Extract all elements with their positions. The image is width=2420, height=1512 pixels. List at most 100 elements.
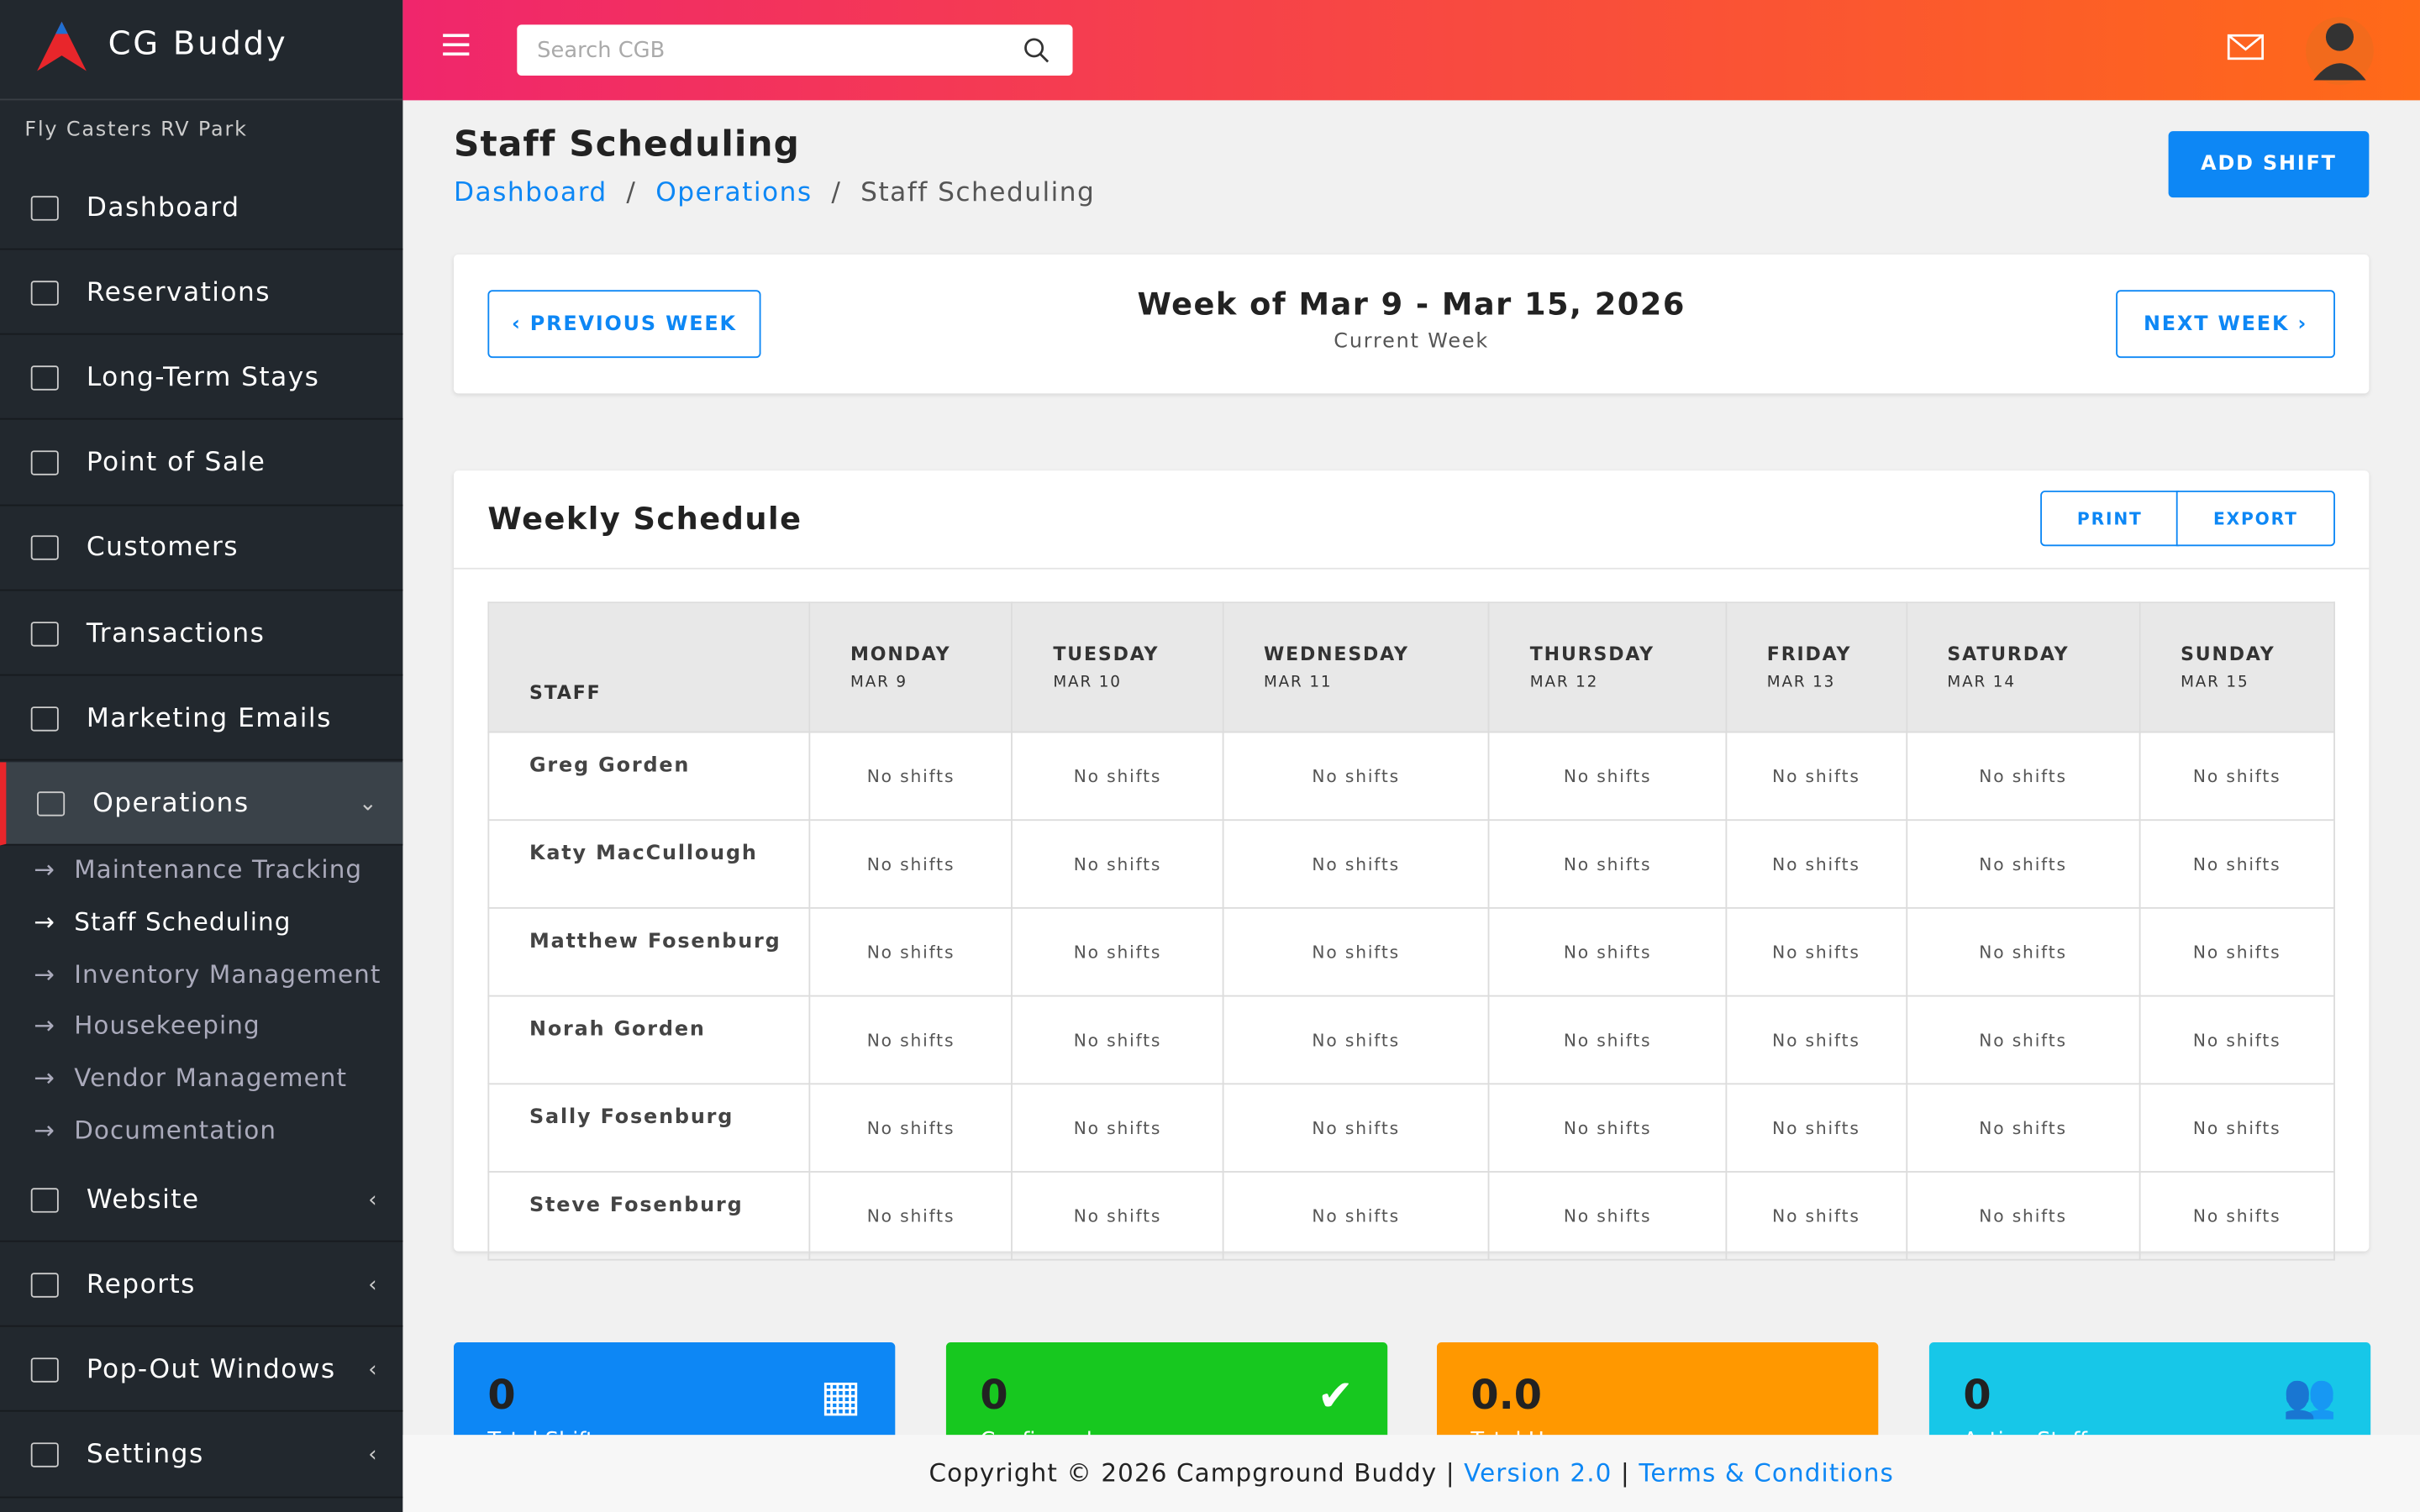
day-header: FRIDAY MAR 13 xyxy=(1725,601,1907,733)
shift-cell: No shifts xyxy=(2139,819,2335,909)
nav-label: Operations xyxy=(92,788,250,820)
nav-item[interactable]: Settings ‹ xyxy=(0,1415,403,1498)
shift-cell: No shifts xyxy=(1905,906,2141,997)
shift-cell: No shifts xyxy=(1222,906,1491,997)
submenu-label: Vendor Management xyxy=(74,1063,348,1093)
day-header: MONDAY MAR 9 xyxy=(808,601,1013,733)
nav-icon xyxy=(30,621,59,646)
nav-icon xyxy=(30,280,59,306)
breadcrumb-current: Staff Scheduling xyxy=(860,177,1096,208)
nav-item[interactable]: Point of Sale xyxy=(0,423,403,506)
shift-cell: No shifts xyxy=(1905,995,2141,1085)
nav-label: Reports xyxy=(86,1269,196,1300)
button-label: PREVIOUS WEEK xyxy=(529,312,737,336)
staff-name: Greg Gorden xyxy=(487,731,811,822)
nav-icon xyxy=(30,365,59,391)
shift-cell: No shifts xyxy=(1011,1083,1224,1173)
terms-link[interactable]: Terms & Conditions xyxy=(1639,1457,1894,1488)
breadcrumb-link[interactable]: Dashboard xyxy=(453,177,608,208)
nav-label: Customers xyxy=(86,533,239,564)
stat-value: 0.0 xyxy=(1470,1373,1543,1420)
shift-cell: No shifts xyxy=(1011,819,1224,909)
search-box[interactable]: Search CGB xyxy=(517,24,1073,76)
menu-toggle[interactable] xyxy=(443,34,470,56)
nav-item[interactable]: Dashboard xyxy=(0,166,403,250)
nav-label: Transactions xyxy=(86,617,266,649)
nav-arrow: ‹ xyxy=(368,1442,378,1467)
day-name: TUESDAY xyxy=(1053,643,1160,665)
day-header: THURSDAY MAR 12 xyxy=(1488,601,1728,733)
nav-item[interactable]: Transactions xyxy=(0,592,403,676)
submenu-label: Documentation xyxy=(74,1115,277,1145)
staff-row: Sally Fosenburg No shifts No shifts No shif… xyxy=(487,1083,2335,1173)
previous-week-button[interactable]: ‹ PREVIOUS WEEK xyxy=(487,290,761,359)
shift-cell: No shifts xyxy=(2139,1171,2335,1261)
nav-icon xyxy=(30,1442,59,1467)
shift-cell: No shifts xyxy=(1011,1171,1224,1261)
staff-name: Steve Fosenburg xyxy=(487,1171,811,1261)
submenu-label: Housekeeping xyxy=(74,1011,260,1041)
shift-cell: No shifts xyxy=(1725,731,1907,822)
submenu-item[interactable]: → Housekeeping xyxy=(34,1011,260,1041)
nav-item[interactable]: Customers xyxy=(0,507,403,591)
nav-item[interactable]: Operations ⌄ xyxy=(0,763,403,847)
search-placeholder: Search CGB xyxy=(537,38,666,64)
page-title: Staff Scheduling xyxy=(453,124,801,165)
nav-arrow: ⌄ xyxy=(358,791,378,816)
arrow-icon: → xyxy=(34,854,56,885)
nav-item[interactable]: Marketing Emails xyxy=(0,678,403,761)
submenu-item[interactable]: → Documentation xyxy=(34,1116,276,1145)
nav-label: Reservations xyxy=(86,277,271,308)
nav-item[interactable]: Pop-Out Windows ‹ xyxy=(0,1329,403,1413)
week-title: Week of Mar 9 - Mar 15, 2026 xyxy=(1137,285,1686,323)
logo xyxy=(37,21,87,71)
staff-name: Matthew Fosenburg xyxy=(487,906,811,997)
export-button[interactable]: EXPORT xyxy=(2175,491,2335,547)
nav-label: Dashboard xyxy=(86,192,240,223)
breadcrumb-link[interactable]: Operations xyxy=(655,177,813,208)
footer: Copyright © 2026 Campground Buddy | Vers… xyxy=(402,1435,2420,1512)
avatar[interactable] xyxy=(2304,13,2375,90)
nav-item[interactable]: Website ‹ xyxy=(0,1158,403,1242)
nav-icon xyxy=(30,1357,59,1383)
submenu-item[interactable]: → Inventory Management xyxy=(34,959,381,989)
stat-icon: ▦ xyxy=(820,1370,861,1421)
shift-cell: No shifts xyxy=(1488,819,1728,909)
day-date: MAR 15 xyxy=(2181,674,2249,691)
staff-name: Katy MacCullough xyxy=(487,819,811,909)
shift-cell: No shifts xyxy=(1905,819,2141,909)
nav-label: Pop-Out Windows xyxy=(86,1354,336,1386)
shift-cell: No shifts xyxy=(2139,995,2335,1085)
breadcrumb: Dashboard / Operations / Staff Schedulin… xyxy=(453,177,1096,208)
nav-arrow: ‹ xyxy=(368,1357,378,1383)
nav-item[interactable]: Long-Term Stays xyxy=(0,337,403,421)
print-button[interactable]: PRINT xyxy=(2040,491,2180,547)
park-name: Fly Casters RV Park xyxy=(24,118,248,142)
stat-value: 0 xyxy=(1963,1373,1991,1420)
schedule-title: Weekly Schedule xyxy=(487,500,802,538)
day-name: MONDAY xyxy=(850,643,951,665)
submenu-item[interactable]: → Maintenance Tracking xyxy=(34,855,362,885)
day-name: FRIDAY xyxy=(1766,643,1852,665)
shift-cell: No shifts xyxy=(2139,731,2335,822)
copyright: Copyright © 2026 Campground Buddy xyxy=(929,1457,1438,1488)
stat-value: 0 xyxy=(487,1373,516,1420)
day-header: SATURDAY MAR 14 xyxy=(1905,601,2141,733)
day-date: MAR 9 xyxy=(850,674,908,691)
submenu-item[interactable]: → Staff Scheduling xyxy=(34,907,291,937)
day-name: THURSDAY xyxy=(1529,643,1655,665)
nav-item[interactable]: Reservations xyxy=(0,252,403,335)
shift-cell: No shifts xyxy=(1725,1083,1907,1173)
next-week-button[interactable]: NEXT WEEK › xyxy=(2116,290,2335,359)
shift-cell: No shifts xyxy=(1488,731,1728,822)
submenu-item[interactable]: → Vendor Management xyxy=(34,1063,347,1093)
shift-cell: No shifts xyxy=(1011,731,1224,822)
nav-item[interactable]: Reports ‹ xyxy=(0,1244,403,1327)
add-shift-button[interactable]: ADD SHIFT xyxy=(2168,131,2370,198)
search-icon xyxy=(1024,38,1050,63)
shift-cell: No shifts xyxy=(1222,1171,1491,1261)
staff-row: Steve Fosenburg No shifts No shifts No shif… xyxy=(487,1171,2335,1261)
mail-icon[interactable] xyxy=(2227,34,2265,61)
version-link[interactable]: Version 2.0 xyxy=(1464,1457,1612,1488)
day-date: MAR 11 xyxy=(1263,674,1333,691)
